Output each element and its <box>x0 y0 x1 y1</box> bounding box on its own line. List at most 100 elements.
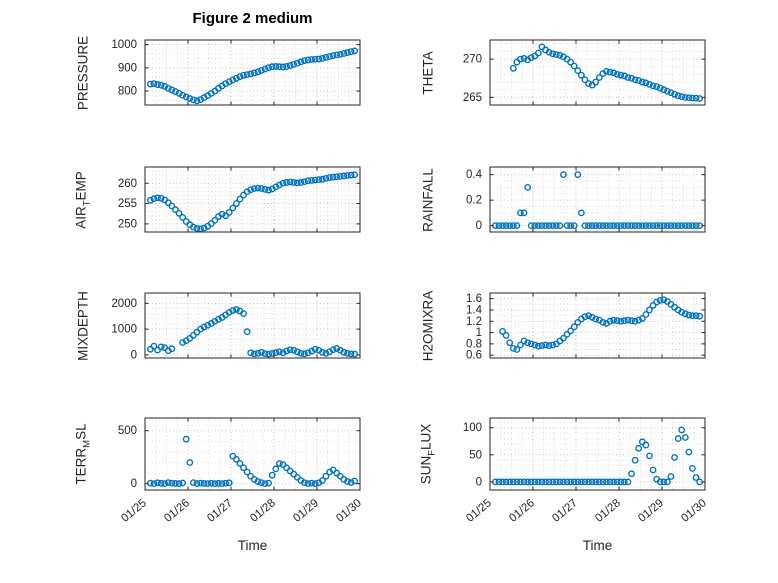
x-tick-label: 01/26 <box>162 497 192 525</box>
data-point-marker <box>311 55 319 63</box>
ylabel-text: H2OMIXRA <box>420 290 436 361</box>
data-point-marker <box>649 466 657 474</box>
data-point-marker <box>646 222 653 230</box>
data-point-marker <box>556 478 564 486</box>
data-point-marker <box>168 86 176 94</box>
data-point-marker <box>617 222 625 230</box>
data-point-marker <box>204 480 212 488</box>
data-point-marker <box>538 342 546 349</box>
data-point-marker <box>168 345 176 353</box>
data-point-marker <box>315 55 323 63</box>
data-point-marker <box>574 171 582 179</box>
y-tick-label: 50 <box>469 449 482 461</box>
data-point-marker <box>656 222 664 230</box>
data-point-marker <box>663 222 671 230</box>
data-point-marker <box>509 344 517 352</box>
data-point-marker <box>671 454 678 461</box>
data-point-marker <box>254 478 262 485</box>
data-point-marker <box>592 478 600 486</box>
data-point-marker <box>542 222 549 230</box>
data-point-marker <box>175 209 183 217</box>
data-point-marker <box>585 478 592 486</box>
y-tick-label: 1 <box>476 327 482 339</box>
data-point-marker <box>520 209 528 217</box>
ylabel-subscript: M <box>81 439 93 448</box>
data-point-marker <box>653 83 661 91</box>
data-point-marker <box>272 349 280 356</box>
axes-box <box>144 166 361 233</box>
data-point-marker <box>154 479 161 487</box>
data-point-marker <box>311 345 319 353</box>
data-point-marker <box>232 200 240 207</box>
data-point-marker <box>318 54 326 62</box>
data-point-marker <box>527 222 535 230</box>
data-point-marker <box>236 460 244 467</box>
axes-box <box>489 166 706 233</box>
data-point-marker <box>293 348 301 356</box>
data-point-marker <box>563 222 571 230</box>
data-point-marker <box>663 478 671 486</box>
sun-flux-scatter-series <box>491 426 704 486</box>
data-point-marker <box>304 177 312 185</box>
data-point-marker <box>581 76 589 84</box>
data-point-marker <box>168 479 176 487</box>
y-tick-label: 260 <box>118 178 137 190</box>
data-point-marker <box>517 209 524 217</box>
data-point-marker <box>351 171 359 179</box>
sun-flux-ylabel: SUNFLUX <box>419 424 438 485</box>
data-point-marker <box>527 54 535 61</box>
subplot-pressure-canvas: 800 900 1000 <box>111 39 361 106</box>
data-point-marker <box>620 478 628 486</box>
axes-box <box>489 292 706 359</box>
data-point-marker <box>599 222 607 230</box>
data-point-marker <box>207 479 215 487</box>
x-tick-label: 01/28 <box>593 497 623 525</box>
data-point-marker <box>179 479 187 487</box>
data-point-marker <box>635 222 643 230</box>
data-point-marker <box>250 69 258 77</box>
axis-ticks <box>489 418 706 490</box>
data-point-marker <box>685 222 693 230</box>
ylabel-text: SUN <box>418 455 434 485</box>
data-point-marker <box>157 194 165 202</box>
data-point-marker <box>272 465 280 473</box>
data-point-marker <box>290 179 298 186</box>
x-tick-label: 01/26 <box>507 497 537 525</box>
data-point-marker <box>631 456 639 464</box>
data-point-marker <box>513 222 521 230</box>
data-point-marker <box>685 311 693 319</box>
data-point-marker <box>154 194 161 202</box>
data-point-marker <box>247 349 255 357</box>
data-point-marker <box>520 54 528 62</box>
data-point-marker <box>663 87 671 95</box>
data-point-marker <box>229 204 237 212</box>
data-point-marker <box>692 94 700 102</box>
y-tick-label: 900 <box>118 62 137 74</box>
y-tick-label: 0.6 <box>466 350 482 362</box>
y-tick-label: 1.4 <box>466 304 483 316</box>
data-point-marker <box>520 337 528 345</box>
data-point-marker <box>646 452 653 460</box>
data-point-marker <box>286 62 294 69</box>
y-tick-label: 500 <box>118 425 137 437</box>
subplot-rainfall-canvas: 0 0.2 0.4 <box>466 166 706 233</box>
rainfall-scatter-series <box>491 171 704 230</box>
data-point-marker <box>258 67 265 74</box>
major-grid <box>145 167 360 232</box>
axes-box <box>144 292 361 359</box>
data-point-marker <box>660 86 668 94</box>
data-point-marker <box>509 222 517 230</box>
data-point-marker <box>347 48 355 56</box>
y-tick-label: 0 <box>131 478 137 490</box>
data-point-marker <box>279 63 287 71</box>
data-point-marker <box>175 89 183 97</box>
data-point-marker <box>222 479 230 487</box>
data-point-marker <box>344 478 351 485</box>
data-point-marker <box>681 310 689 318</box>
terr-msl-scatter-series <box>146 435 359 488</box>
data-point-marker <box>272 63 280 70</box>
data-point-marker <box>164 84 172 92</box>
axis-ticks <box>144 293 361 358</box>
data-point-marker <box>534 222 542 230</box>
data-point-marker <box>606 317 614 325</box>
